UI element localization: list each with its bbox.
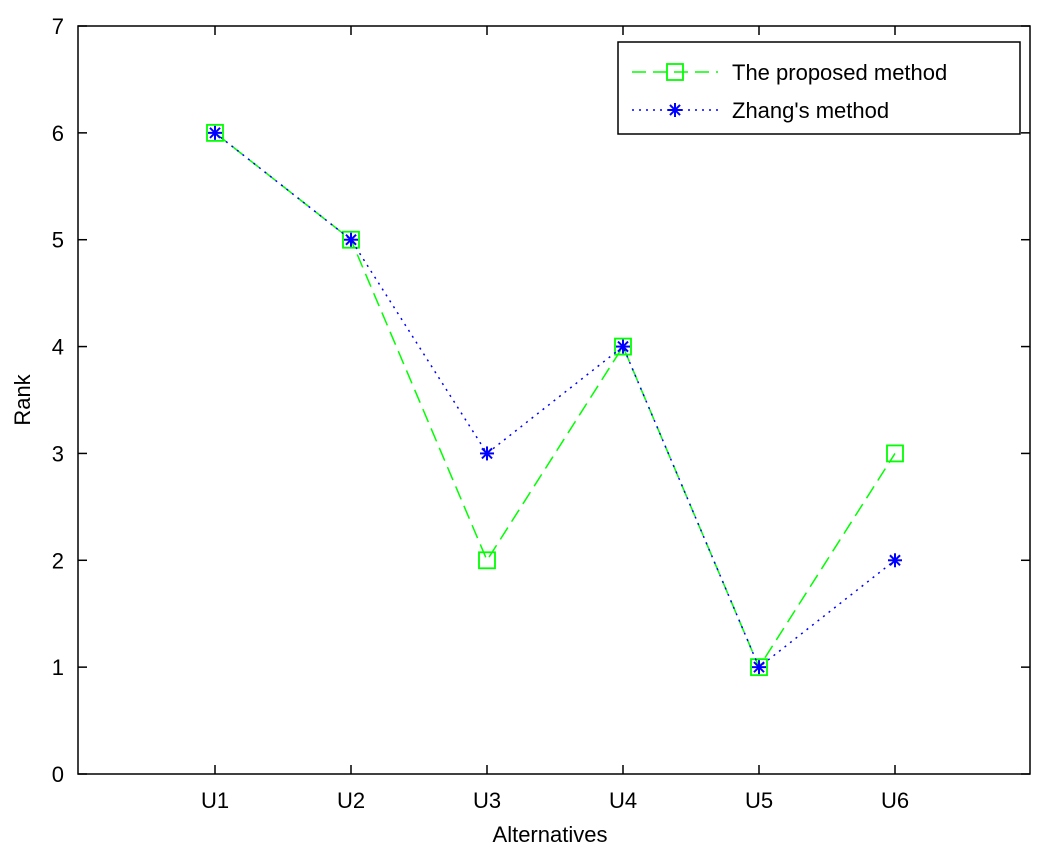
series-line: [214, 132, 896, 669]
asterisk-stroke: [617, 340, 629, 353]
data-point-marker: [752, 660, 766, 675]
y-tick-label: 5: [52, 228, 64, 253]
x-axis-title: Alternatives: [493, 822, 608, 847]
legend-item: The proposed method: [632, 60, 947, 85]
legend: The proposed method Zhang's method: [617, 41, 1021, 135]
series-1: [206, 123, 904, 677]
legend-marker: [668, 103, 682, 117]
asterisk-stroke: [669, 104, 681, 116]
y-tick-label: 0: [52, 762, 64, 787]
x-tick-label: U2: [337, 788, 365, 813]
legend-box: [617, 41, 1021, 135]
asterisk-stroke: [345, 233, 357, 246]
axis-ticks: 0 1 2 3 4 5 6 7 U1 U2 U3 U4 U5 U6: [52, 14, 1030, 813]
y-tick-label: 3: [52, 441, 64, 466]
y-tick-label: 6: [52, 121, 64, 146]
data-point-marker: [616, 339, 630, 354]
y-tick-label: 7: [52, 14, 64, 39]
data-point-marker: [886, 444, 904, 463]
legend-label: Zhang's method: [732, 98, 889, 123]
asterisk-stroke: [209, 127, 221, 139]
data-point-marker: [614, 337, 632, 356]
series-line: [214, 132, 896, 669]
asterisk-stroke: [481, 447, 493, 460]
x-tick-label: U6: [881, 788, 909, 813]
legend-label: The proposed method: [732, 60, 947, 85]
y-tick-label: 1: [52, 655, 64, 680]
legend-items: The proposed method Zhang's method: [632, 60, 947, 123]
data-point-marker: [208, 125, 222, 140]
series-layer: [206, 123, 904, 677]
data-point-marker: [888, 553, 902, 568]
legend-marker: [666, 63, 684, 81]
data-point-marker: [206, 123, 224, 142]
data-point-marker: [480, 446, 494, 461]
y-tick-label: 4: [52, 335, 64, 360]
data-point-marker: [478, 551, 496, 570]
series-2: [208, 125, 902, 675]
legend-item: Zhang's method: [632, 98, 889, 123]
data-point-marker: [750, 658, 768, 677]
asterisk-stroke: [889, 554, 901, 567]
asterisk-stroke: [753, 661, 765, 673]
data-point-marker: [344, 232, 358, 247]
y-tick-label: 2: [52, 548, 64, 573]
y-axis-title: Rank: [10, 373, 35, 425]
x-tick-label: U1: [201, 788, 229, 813]
x-tick-label: U5: [745, 788, 773, 813]
x-tick-label: U4: [609, 788, 637, 813]
x-tick-label: U3: [473, 788, 501, 813]
data-point-marker: [342, 230, 360, 249]
